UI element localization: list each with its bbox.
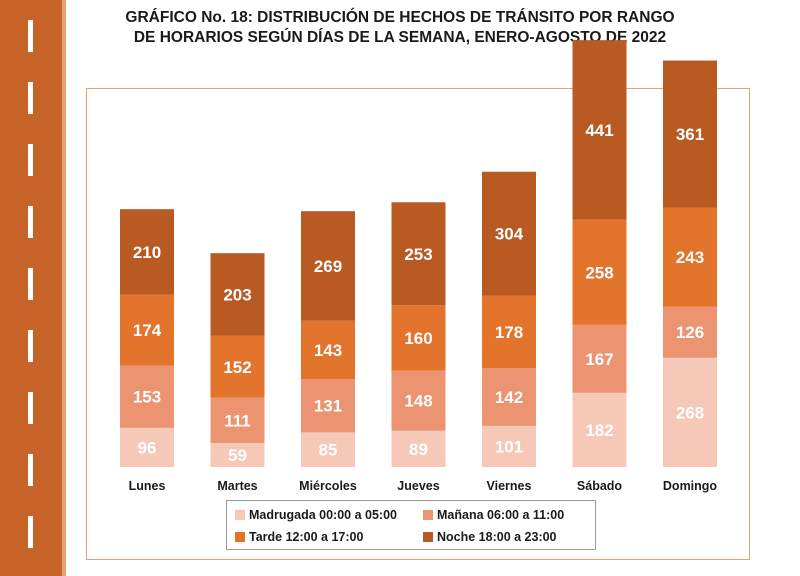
bar-segment bbox=[210, 335, 265, 398]
road-dash bbox=[28, 330, 33, 362]
data-label: 167 bbox=[585, 350, 613, 369]
road-dash bbox=[28, 82, 33, 114]
data-label: 143 bbox=[314, 341, 342, 360]
data-label: 203 bbox=[223, 286, 251, 305]
legend-swatch bbox=[423, 510, 433, 520]
bar-segment bbox=[482, 425, 536, 467]
bar-segment bbox=[301, 432, 355, 467]
bar-segment bbox=[391, 305, 446, 371]
data-label: 441 bbox=[585, 121, 613, 140]
bar-segment bbox=[482, 171, 536, 296]
data-label: 258 bbox=[585, 263, 613, 282]
data-label: 89 bbox=[409, 440, 428, 459]
bar-segment bbox=[120, 209, 174, 295]
legend-swatch bbox=[235, 532, 245, 542]
bar-segment bbox=[663, 207, 717, 307]
bar-segment bbox=[572, 40, 627, 220]
legend-label: Tarde 12:00 a 17:00 bbox=[249, 530, 364, 544]
category-label: Lunes bbox=[129, 479, 166, 493]
data-label: 85 bbox=[319, 441, 338, 460]
data-label: 174 bbox=[133, 321, 162, 340]
data-label: 152 bbox=[223, 358, 251, 377]
data-label: 182 bbox=[585, 421, 613, 440]
bar-segment bbox=[120, 294, 174, 366]
legend-label: Madrugada 00:00 a 05:00 bbox=[249, 508, 397, 522]
bar-segment bbox=[391, 370, 446, 431]
bar-segment bbox=[663, 306, 717, 358]
bar-segment bbox=[120, 427, 174, 467]
legend-swatch bbox=[423, 532, 433, 542]
data-label: 131 bbox=[314, 397, 342, 416]
legend-item: Madrugada 00:00 a 05:00 bbox=[235, 508, 397, 522]
bar-segment bbox=[663, 60, 717, 208]
data-label: 126 bbox=[676, 323, 704, 342]
data-label: 178 bbox=[495, 323, 523, 342]
bar-segment bbox=[572, 219, 627, 325]
data-label: 269 bbox=[314, 257, 342, 276]
category-label: Martes bbox=[217, 479, 257, 493]
legend-item: Tarde 12:00 a 17:00 bbox=[235, 530, 363, 544]
legend-item: Noche 18:00 a 23:00 bbox=[423, 530, 557, 544]
category-label: Sábado bbox=[577, 479, 623, 493]
bar-segment bbox=[210, 397, 265, 443]
road-dash bbox=[28, 392, 33, 424]
data-label: 253 bbox=[404, 245, 432, 264]
data-label: 160 bbox=[404, 329, 432, 348]
bar-segment bbox=[301, 211, 355, 321]
decorative-road-strip bbox=[0, 0, 66, 576]
bar-segment bbox=[663, 357, 717, 467]
data-label: 59 bbox=[228, 446, 247, 465]
data-label: 142 bbox=[495, 388, 523, 407]
road-dash bbox=[28, 516, 33, 548]
chart-frame bbox=[86, 88, 750, 560]
chart-title-line-1: GRÁFICO No. 18: DISTRIBUCIÓN DE HECHOS D… bbox=[125, 9, 675, 26]
data-label: 111 bbox=[224, 411, 251, 430]
bar-segment bbox=[572, 324, 627, 393]
road-dash bbox=[28, 206, 33, 238]
bar-segment bbox=[391, 202, 446, 306]
data-label: 153 bbox=[133, 388, 161, 407]
bar-segment bbox=[482, 295, 536, 369]
data-label: 96 bbox=[138, 438, 157, 457]
bar-segment bbox=[391, 430, 446, 467]
category-label: Jueves bbox=[397, 479, 439, 493]
data-label: 268 bbox=[676, 403, 704, 422]
road-dash bbox=[28, 454, 33, 486]
bar-segment bbox=[210, 253, 265, 336]
category-label: Viernes bbox=[487, 479, 532, 493]
data-label: 148 bbox=[404, 392, 432, 411]
data-label: 361 bbox=[676, 125, 704, 144]
bar-segment bbox=[572, 392, 627, 467]
data-label: 304 bbox=[495, 225, 524, 244]
bar-segment bbox=[120, 365, 174, 428]
data-label: 101 bbox=[495, 437, 523, 456]
bar-segment bbox=[482, 368, 536, 426]
data-label: 210 bbox=[133, 243, 161, 262]
data-label: 243 bbox=[676, 248, 704, 267]
bar-segment bbox=[301, 320, 355, 380]
legend-swatch bbox=[235, 510, 245, 520]
legend-item: Mañana 06:00 a 11:00 bbox=[423, 508, 564, 522]
chart-legend: Madrugada 00:00 a 05:00 Mañana 06:00 a 11… bbox=[226, 500, 596, 550]
chart-title-line-2: DE HORARIOS SEGÚN DÍAS DE LA SEMANA, ENE… bbox=[133, 29, 667, 46]
bar-segment bbox=[210, 442, 265, 467]
road-dash bbox=[28, 268, 33, 300]
road-dash bbox=[28, 144, 33, 176]
bar-segment bbox=[301, 379, 355, 433]
chart-title: GRÁFICO No. 18: DISTRIBUCIÓN DE HECHOS D… bbox=[80, 8, 720, 48]
category-label: Domingo bbox=[663, 479, 718, 493]
legend-label: Mañana 06:00 a 11:00 bbox=[437, 508, 565, 522]
legend-label: Noche 18:00 a 23:00 bbox=[437, 530, 557, 544]
category-label: Miércoles bbox=[299, 479, 357, 493]
road-dash bbox=[28, 20, 33, 52]
